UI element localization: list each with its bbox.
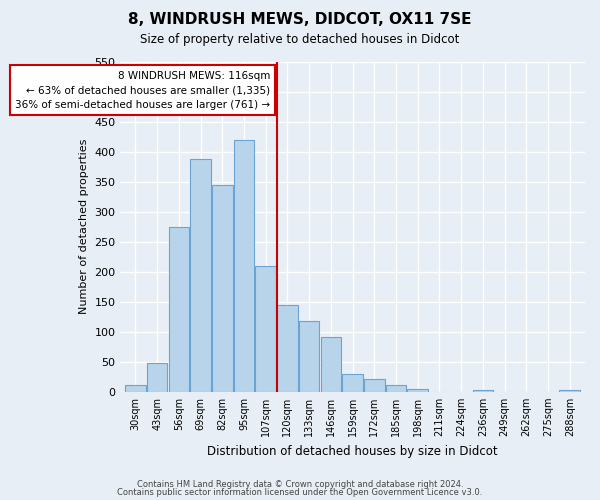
Text: Size of property relative to detached houses in Didcot: Size of property relative to detached ho… [140, 32, 460, 46]
Bar [407, 389, 428, 392]
Bar [342, 374, 363, 392]
Bar [299, 321, 319, 392]
Bar [256, 266, 276, 392]
Bar [559, 390, 580, 392]
Bar [386, 384, 406, 392]
Bar [364, 378, 385, 392]
Text: 8, WINDRUSH MEWS, DIDCOT, OX11 7SE: 8, WINDRUSH MEWS, DIDCOT, OX11 7SE [128, 12, 472, 28]
Y-axis label: Number of detached properties: Number of detached properties [79, 139, 89, 314]
Text: Contains public sector information licensed under the Open Government Licence v3: Contains public sector information licen… [118, 488, 482, 497]
Bar [277, 304, 298, 392]
Bar [190, 159, 211, 392]
Bar [212, 184, 233, 392]
Bar [233, 140, 254, 392]
Bar [473, 390, 493, 392]
Bar [147, 363, 167, 392]
Text: Contains HM Land Registry data © Crown copyright and database right 2024.: Contains HM Land Registry data © Crown c… [137, 480, 463, 489]
Bar [169, 226, 189, 392]
Text: 8 WINDRUSH MEWS: 116sqm
← 63% of detached houses are smaller (1,335)
36% of semi: 8 WINDRUSH MEWS: 116sqm ← 63% of detache… [15, 70, 270, 110]
Bar [125, 384, 146, 392]
X-axis label: Distribution of detached houses by size in Didcot: Distribution of detached houses by size … [207, 444, 498, 458]
Bar [320, 336, 341, 392]
